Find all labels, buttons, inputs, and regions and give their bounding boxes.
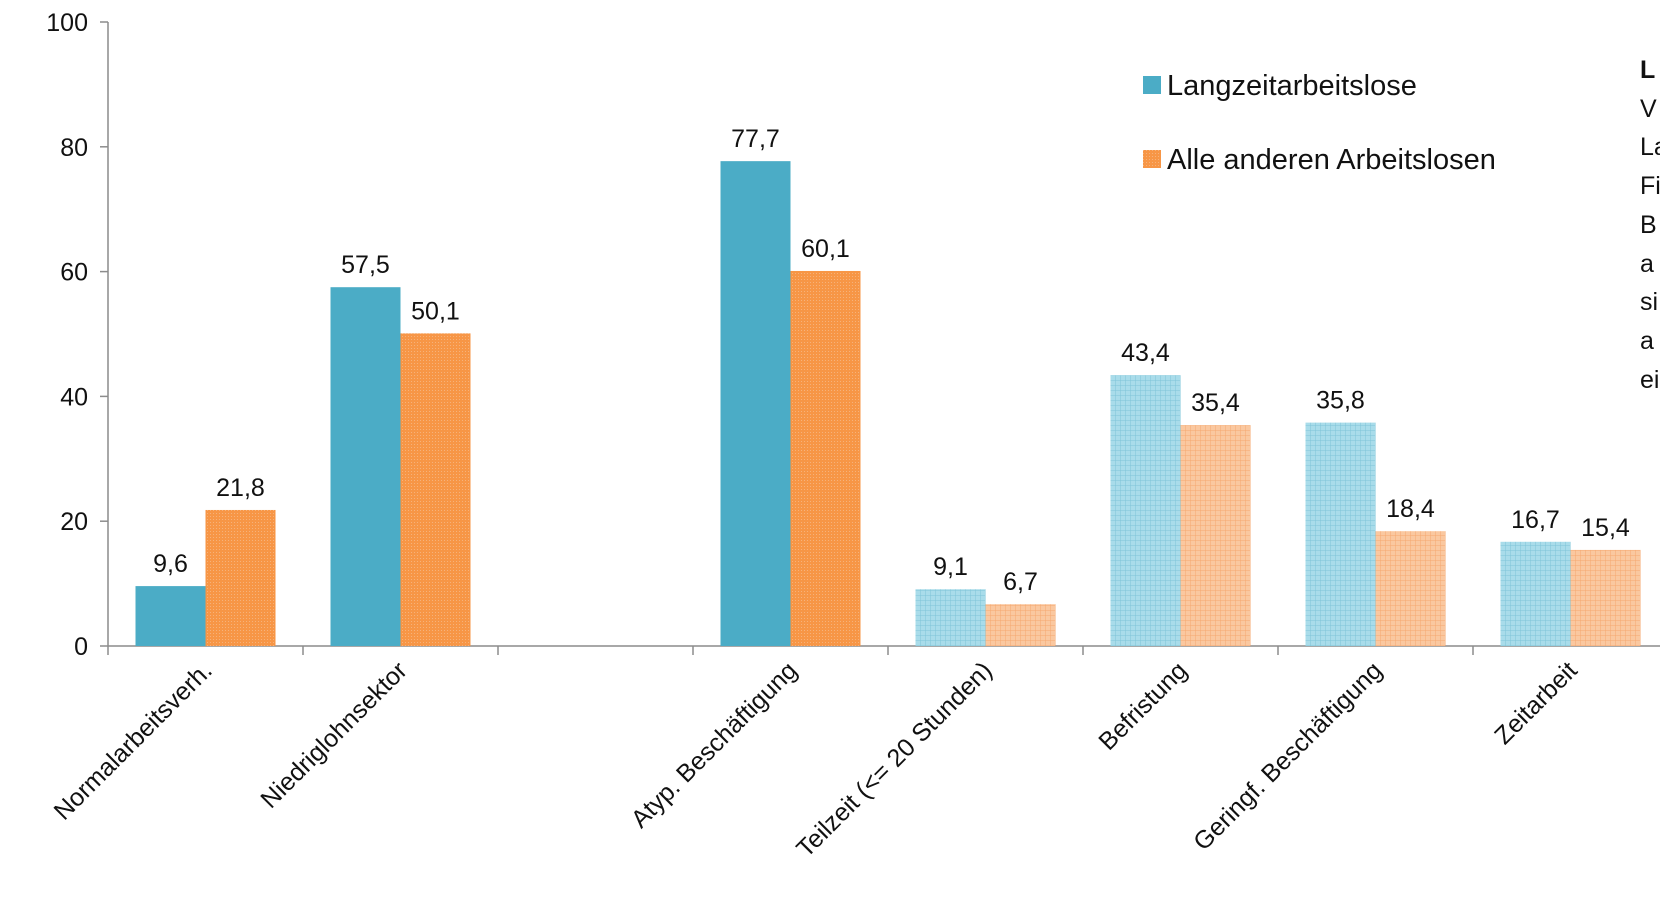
category-label: Zeitarbeit — [1489, 656, 1583, 750]
legend-label-alle-anderen: Alle anderen Arbeitslosen — [1167, 144, 1496, 176]
bar-alle-anderen — [1375, 531, 1446, 646]
bar-langzeitarbeitslose — [1500, 541, 1571, 646]
data-label: 50,1 — [411, 297, 460, 325]
side-text-line: La — [1640, 133, 1660, 161]
data-label: 9,6 — [153, 550, 188, 578]
bar-alle-anderen — [1180, 425, 1251, 646]
category-label: Befristung — [1093, 656, 1192, 755]
bar-alle-anderen — [1570, 549, 1641, 646]
category-label: Atyp. Beschäftigung — [626, 656, 803, 833]
side-text-line: a — [1640, 327, 1654, 355]
data-label: 15,4 — [1581, 514, 1630, 542]
side-text-bold-line: L — [1640, 56, 1655, 84]
bar-langzeitarbeitslose — [330, 287, 401, 646]
bar-alle-anderen — [985, 604, 1056, 646]
legend-label-langzeitarbeitslose: Langzeitarbeitslose — [1167, 70, 1417, 102]
data-label: 35,4 — [1191, 389, 1240, 417]
data-label: 35,8 — [1316, 387, 1365, 415]
bar-langzeitarbeitslose — [915, 589, 986, 646]
data-label: 77,7 — [731, 125, 780, 153]
y-axis: 0 20 40 60 80 100 — [46, 9, 109, 661]
side-text-line: a — [1640, 250, 1654, 278]
category-label: Normalarbeitsverh. — [49, 656, 218, 825]
bar-alle-anderen — [205, 509, 276, 646]
data-label: 43,4 — [1121, 339, 1170, 367]
data-label: 21,8 — [216, 474, 265, 502]
x-axis — [107, 645, 1660, 655]
side-text-line: B — [1640, 211, 1657, 239]
legend-swatch-alle-anderen — [1143, 150, 1161, 168]
legend: Langzeitarbeitslose Alle anderen Arbeits… — [1143, 70, 1496, 176]
data-label: 57,5 — [341, 251, 390, 279]
data-label: 16,7 — [1511, 506, 1560, 534]
bar-langzeitarbeitslose — [1305, 422, 1376, 646]
data-label: 18,4 — [1386, 495, 1435, 523]
y-tick-label: 20 — [60, 508, 88, 536]
y-tick-label: 100 — [46, 9, 88, 37]
data-labels: 9,6 21,8 57,5 50,1 77,7 60,1 9,1 6,7 43,4 35,4 35,… — [153, 125, 1630, 596]
y-tick-label: 60 — [60, 259, 88, 287]
bars — [135, 161, 1641, 647]
category-label: Geringf. Beschäftigung — [1188, 656, 1388, 856]
category-labels: Normalarbeitsverh. Niedriglohnsektor Atyp.… — [49, 656, 1583, 863]
side-text-line: ei — [1640, 366, 1659, 394]
bar-alle-anderen — [400, 333, 471, 646]
data-label: 9,1 — [933, 553, 968, 581]
category-label: Teilzeit (<= 20 Stunden) — [791, 656, 998, 863]
side-text-line: V — [1640, 95, 1657, 123]
data-label: 6,7 — [1003, 568, 1038, 596]
bar-langzeitarbeitslose — [1110, 375, 1181, 646]
y-tick-label: 0 — [74, 633, 88, 661]
side-text-line: si — [1640, 288, 1658, 316]
cropped-side-text: L V La Fi B a si a ei — [1640, 56, 1660, 394]
bar-alle-anderen — [790, 270, 861, 646]
data-label: 60,1 — [801, 235, 850, 263]
side-text-line: Fi — [1640, 172, 1660, 200]
bar-langzeitarbeitslose — [135, 586, 206, 646]
y-tick-label: 80 — [60, 134, 88, 162]
y-tick-label: 40 — [60, 383, 88, 411]
bar-langzeitarbeitslose — [720, 161, 791, 647]
category-label: Niedriglohnsektor — [255, 656, 412, 813]
legend-swatch-langzeitarbeitslose — [1143, 76, 1161, 94]
